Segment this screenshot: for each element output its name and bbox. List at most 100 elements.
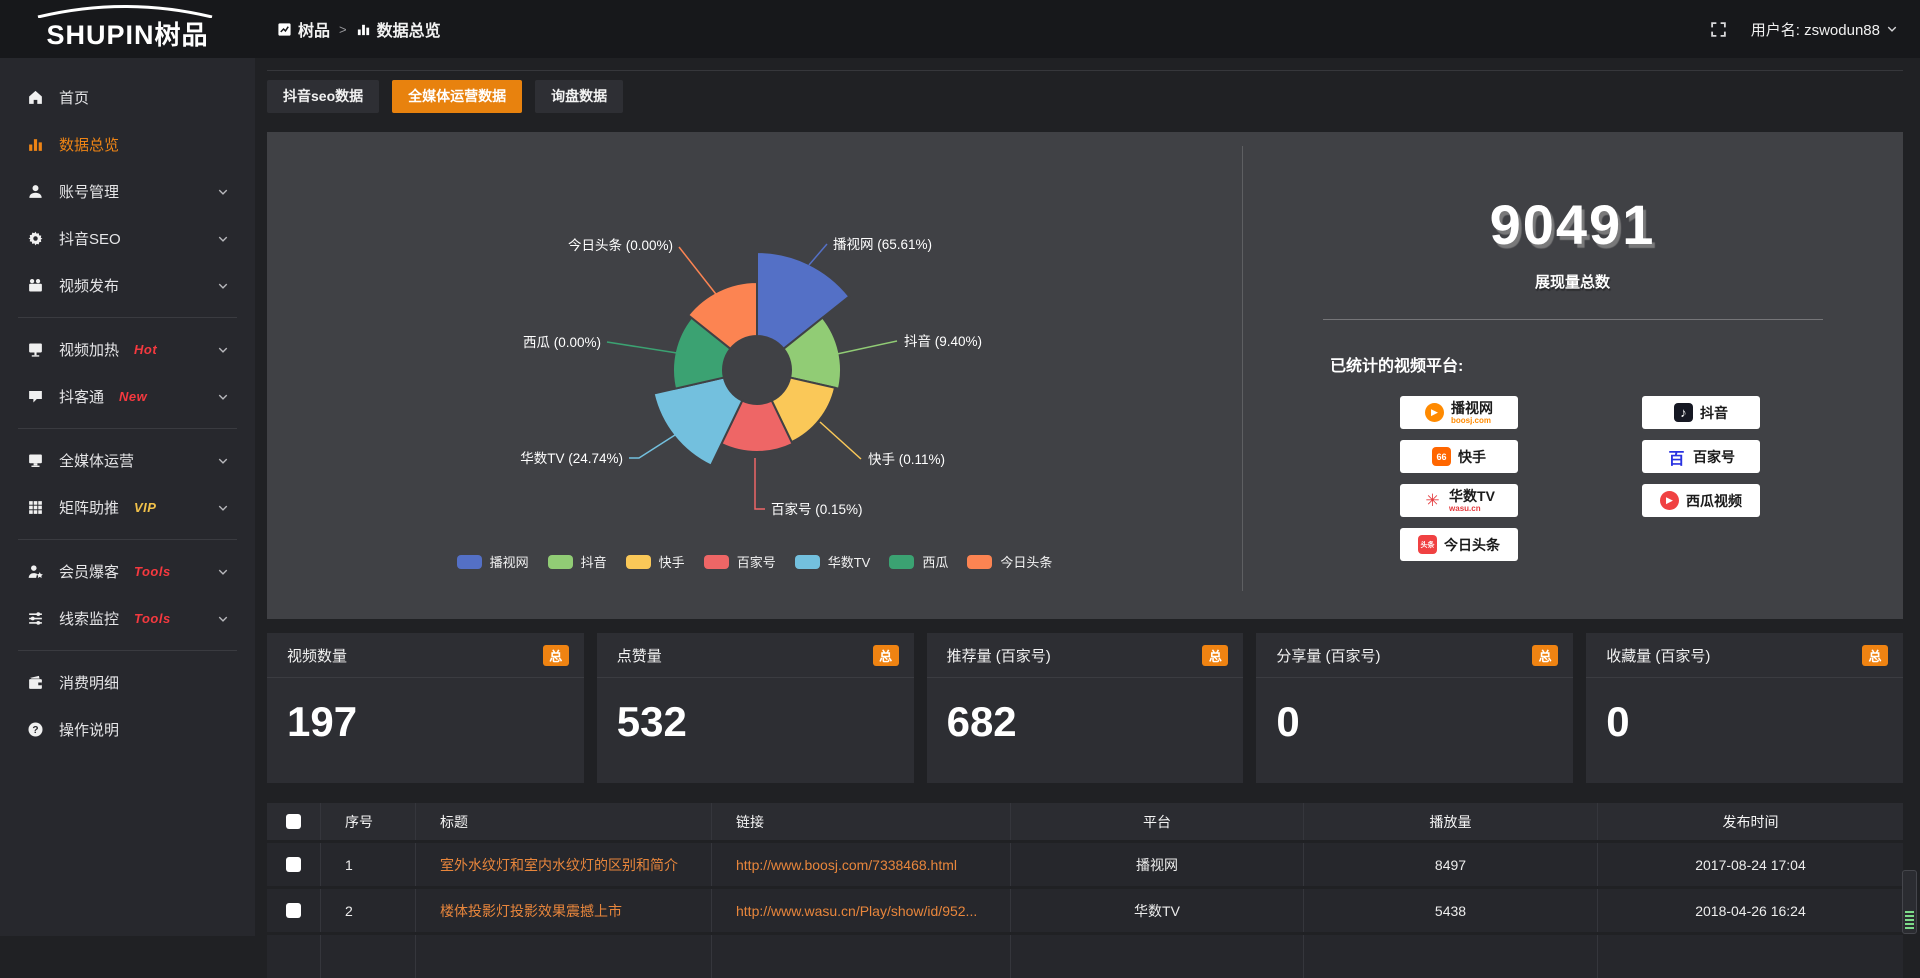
cell-time: 2017-08-24 17:04 bbox=[1598, 843, 1903, 886]
platform-name: 百家号 bbox=[1693, 450, 1735, 464]
platform-name: 快手 bbox=[1458, 450, 1486, 464]
breadcrumb-current[interactable]: 数据总览 bbox=[356, 17, 441, 41]
sidebar-item-矩阵助推[interactable]: 矩阵助推 VIP bbox=[0, 484, 255, 531]
chevron-down-icon bbox=[217, 613, 229, 625]
legend-item-播视网[interactable]: 播视网 bbox=[457, 552, 529, 571]
total-badge[interactable]: 总 bbox=[1862, 645, 1888, 666]
legend-label: 西瓜 bbox=[922, 552, 948, 571]
sidebar-item-数据总览[interactable]: 数据总览 bbox=[0, 121, 255, 168]
cell-platform bbox=[1011, 935, 1304, 978]
scrollbar[interactable] bbox=[1902, 870, 1917, 934]
screen-play-icon bbox=[27, 341, 44, 358]
breadcrumb-home[interactable]: 树品 bbox=[277, 17, 330, 41]
logo-text: SHUPIN树品 bbox=[46, 15, 208, 52]
tab-抖音seo数据[interactable]: 抖音seo数据 bbox=[267, 80, 379, 113]
breadcrumb-item: 数据总览 bbox=[377, 17, 441, 41]
sidebar-item-抖音SEO[interactable]: 抖音SEO bbox=[0, 215, 255, 262]
total-badge[interactable]: 总 bbox=[1532, 645, 1558, 666]
sidebar-item-首页[interactable]: 首页 bbox=[0, 74, 255, 121]
chevron-down-icon bbox=[217, 233, 229, 245]
tab-bar: 抖音seo数据全媒体运营数据询盘数据 bbox=[267, 80, 1903, 113]
sidebar-item-label: 抖客通 bbox=[59, 386, 104, 407]
chevron-down-icon bbox=[217, 186, 229, 198]
platform-badge-抖音[interactable]: ♪抖音 bbox=[1642, 396, 1760, 429]
platform-name: 播视网 bbox=[1451, 401, 1493, 415]
pie-slice-华数TV[interactable] bbox=[654, 378, 743, 466]
legend-swatch bbox=[967, 555, 992, 569]
sidebar-item-badge: VIP bbox=[134, 500, 156, 515]
table-row[interactable] bbox=[267, 932, 1903, 978]
stat-card-label: 视频数量 bbox=[287, 645, 347, 666]
platform-badge-快手[interactable]: 66 快手 bbox=[1400, 440, 1518, 473]
top-bar: SHUPIN树品 树品 > 数据总览 用户名: zswodun88 bbox=[0, 0, 1920, 58]
stat-card-label: 推荐量 (百家号) bbox=[947, 645, 1051, 666]
pie-label-播视网: 播视网 (65.61%) bbox=[833, 237, 932, 252]
total-badge[interactable]: 总 bbox=[1202, 645, 1228, 666]
baijiahao-icon: 百 bbox=[1667, 447, 1686, 466]
legend-item-西瓜[interactable]: 西瓜 bbox=[889, 552, 948, 571]
chevron-down-icon bbox=[217, 280, 229, 292]
rose-pie-chart[interactable]: 播视网 (65.61%)抖音 (9.40%)快手 (0.11%)百家号 (0.1… bbox=[267, 132, 1242, 619]
tab-询盘数据[interactable]: 询盘数据 bbox=[535, 80, 623, 113]
pie-label-leader bbox=[679, 247, 719, 298]
pie-label-leader bbox=[820, 422, 861, 459]
legend-item-抖音[interactable]: 抖音 bbox=[548, 552, 607, 571]
cell-plays: 8497 bbox=[1304, 843, 1598, 886]
total-badge[interactable]: 总 bbox=[543, 645, 569, 666]
legend-label: 百家号 bbox=[737, 552, 776, 571]
legend-item-快手[interactable]: 快手 bbox=[626, 552, 685, 571]
sidebar-item-消费明细[interactable]: 消费明细 bbox=[0, 659, 255, 706]
kuaishou-icon: 66 bbox=[1432, 447, 1451, 466]
row-checkbox-cell bbox=[267, 843, 321, 886]
sidebar-item-视频发布[interactable]: 视频发布 bbox=[0, 262, 255, 309]
platforms-label: 已统计的视频平台: bbox=[1330, 352, 1903, 376]
legend-label: 播视网 bbox=[490, 552, 529, 571]
legend-item-百家号[interactable]: 百家号 bbox=[704, 552, 776, 571]
sidebar-item-账号管理[interactable]: 账号管理 bbox=[0, 168, 255, 215]
legend-item-华数TV[interactable]: 华数TV bbox=[795, 552, 871, 571]
wallet-icon bbox=[27, 674, 44, 691]
cell-platform: 华数TV bbox=[1011, 889, 1304, 932]
monitor-icon bbox=[27, 452, 44, 469]
row-checkbox[interactable] bbox=[286, 903, 301, 918]
tab-全媒体运营数据[interactable]: 全媒体运营数据 bbox=[392, 80, 522, 113]
breadcrumb: 树品 > 数据总览 bbox=[277, 17, 441, 41]
legend-swatch bbox=[704, 555, 729, 569]
total-impressions-label: 展现量总数 bbox=[1242, 271, 1903, 292]
stat-card-点赞量: 点赞量 总 532 bbox=[597, 633, 914, 783]
select-all-checkbox[interactable] bbox=[286, 814, 301, 829]
stat-card-收藏量 (百家号): 收藏量 (百家号)总0 bbox=[1586, 633, 1903, 783]
stat-card-value: 532 bbox=[597, 678, 914, 746]
cell-seq: 1 bbox=[321, 843, 416, 886]
column-header-链接: 链接 bbox=[712, 803, 1011, 840]
sidebar-item-label: 视频加热 bbox=[59, 339, 119, 360]
row-checkbox[interactable] bbox=[286, 857, 301, 872]
stat-card-label: 点赞量 bbox=[617, 645, 662, 666]
pie-label-快手: 快手 (0.11%) bbox=[868, 452, 945, 467]
sidebar-item-badge: New bbox=[119, 389, 147, 404]
user-menu[interactable]: 用户名: zswodun88 bbox=[1751, 19, 1898, 40]
sidebar-item-全媒体运营[interactable]: 全媒体运营 bbox=[0, 437, 255, 484]
platform-name: 西瓜视频 bbox=[1686, 494, 1742, 508]
platform-badge-西瓜视频[interactable]: ▶西瓜视频 bbox=[1642, 484, 1760, 517]
sidebar-item-操作说明[interactable]: ?操作说明 bbox=[0, 706, 255, 753]
fullscreen-icon[interactable] bbox=[1710, 21, 1727, 38]
sidebar-item-抖客通[interactable]: 抖客通 New bbox=[0, 373, 255, 420]
total-badge[interactable]: 总 bbox=[873, 645, 899, 666]
legend-item-今日头条[interactable]: 今日头条 bbox=[967, 552, 1052, 571]
sidebar-item-label: 矩阵助推 bbox=[59, 497, 119, 518]
header-checkbox-cell bbox=[267, 803, 321, 840]
platform-badge-今日头条[interactable]: 头条今日头条 bbox=[1400, 528, 1518, 561]
platform-badge-百家号[interactable]: 百百家号 bbox=[1642, 440, 1760, 473]
legend-swatch bbox=[457, 555, 482, 569]
overview-panel: 播视网 (65.61%)抖音 (9.40%)快手 (0.11%)百家号 (0.1… bbox=[267, 132, 1903, 619]
